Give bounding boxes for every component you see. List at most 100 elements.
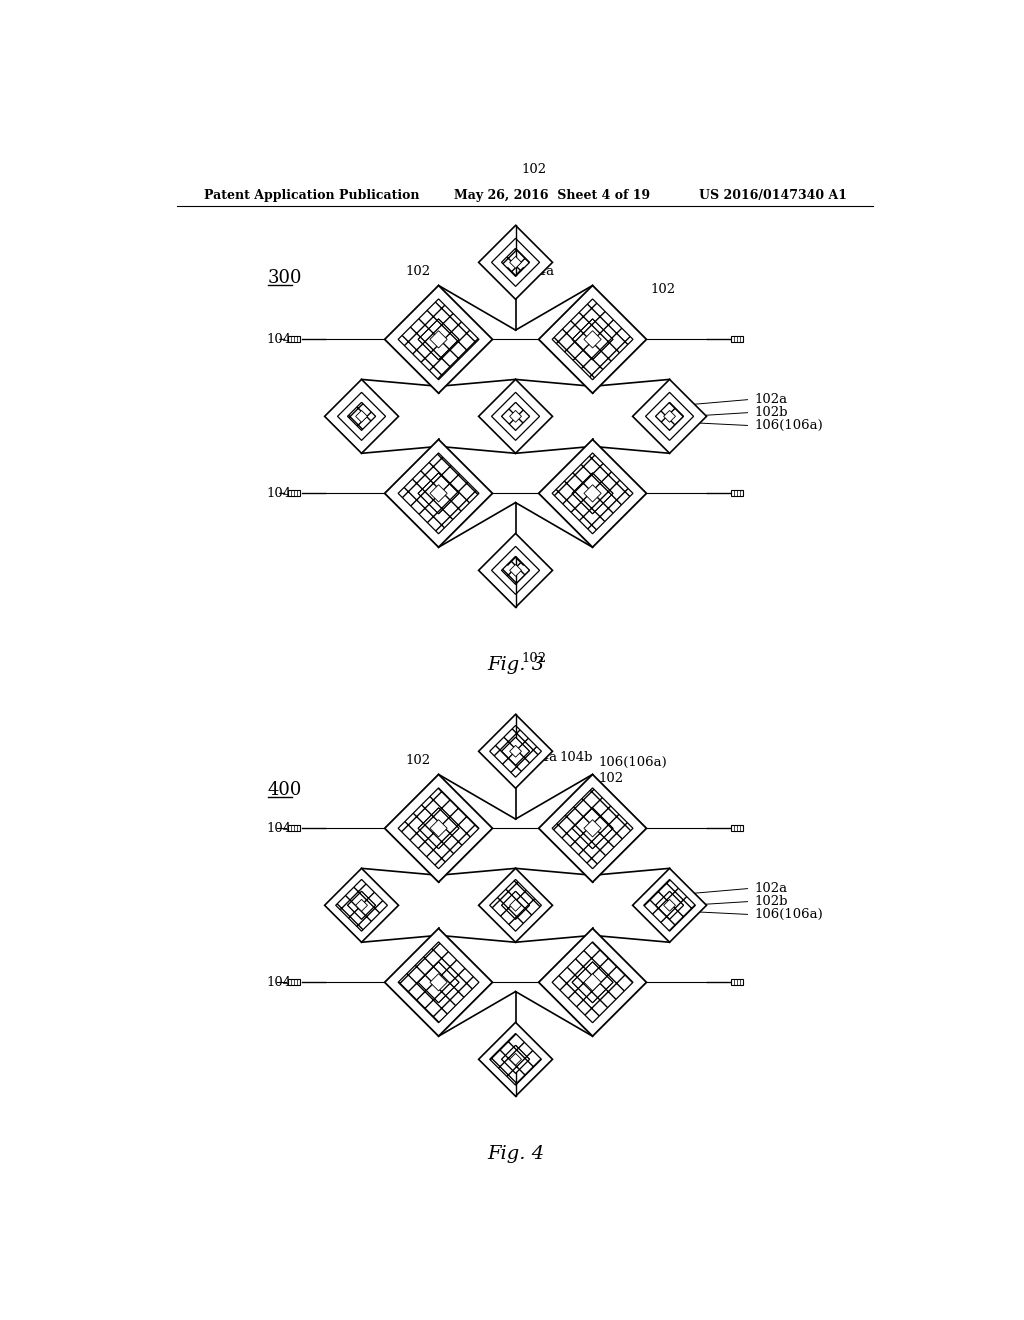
Text: 102: 102: [521, 652, 547, 665]
Polygon shape: [664, 411, 676, 422]
Polygon shape: [430, 974, 447, 991]
Polygon shape: [492, 392, 540, 441]
Polygon shape: [347, 403, 376, 430]
Polygon shape: [385, 775, 493, 882]
Polygon shape: [478, 1022, 553, 1096]
Polygon shape: [572, 319, 613, 360]
Polygon shape: [489, 726, 542, 777]
Polygon shape: [502, 1045, 529, 1073]
Polygon shape: [539, 928, 646, 1036]
Polygon shape: [502, 738, 529, 766]
Polygon shape: [572, 808, 613, 849]
Polygon shape: [430, 331, 447, 348]
Polygon shape: [478, 869, 553, 942]
Polygon shape: [385, 440, 493, 548]
Polygon shape: [572, 473, 613, 513]
Polygon shape: [584, 820, 601, 837]
Polygon shape: [633, 869, 707, 942]
Polygon shape: [664, 899, 676, 911]
Polygon shape: [347, 891, 376, 919]
Bar: [731, 490, 743, 496]
Bar: [288, 825, 300, 832]
Text: US 2016/0147340 A1: US 2016/0147340 A1: [698, 189, 847, 202]
Polygon shape: [385, 928, 493, 1036]
Polygon shape: [539, 775, 646, 882]
Polygon shape: [552, 298, 633, 380]
Polygon shape: [478, 714, 553, 788]
Text: 102b: 102b: [755, 895, 787, 908]
Text: Patent Application Publication: Patent Application Publication: [204, 189, 419, 202]
Text: 104: 104: [267, 822, 292, 834]
Polygon shape: [338, 392, 386, 441]
Bar: [731, 979, 743, 985]
Polygon shape: [552, 942, 633, 1023]
Polygon shape: [539, 440, 646, 548]
Polygon shape: [355, 411, 368, 422]
Bar: [288, 979, 300, 985]
Polygon shape: [502, 556, 529, 585]
Polygon shape: [655, 403, 684, 430]
Polygon shape: [492, 239, 540, 286]
Text: 104: 104: [267, 333, 292, 346]
Text: 102: 102: [598, 772, 623, 785]
Polygon shape: [478, 226, 553, 300]
Polygon shape: [539, 285, 646, 393]
Text: 102: 102: [521, 164, 547, 177]
Bar: [288, 337, 300, 342]
Polygon shape: [325, 379, 398, 453]
Text: 400: 400: [267, 781, 302, 799]
Polygon shape: [385, 285, 493, 393]
Text: May 26, 2016  Sheet 4 of 19: May 26, 2016 Sheet 4 of 19: [454, 189, 650, 202]
Polygon shape: [478, 379, 553, 453]
Polygon shape: [502, 403, 529, 430]
Text: 104b: 104b: [559, 751, 593, 764]
Polygon shape: [430, 484, 447, 502]
Text: 104a: 104a: [521, 265, 555, 279]
Polygon shape: [398, 788, 479, 869]
Polygon shape: [510, 256, 521, 268]
Bar: [731, 825, 743, 832]
Polygon shape: [552, 453, 633, 533]
Text: 104a: 104a: [524, 751, 558, 764]
Text: 106(106a): 106(106a): [598, 756, 667, 770]
Bar: [288, 490, 300, 496]
Text: 102: 102: [406, 265, 431, 279]
Polygon shape: [489, 879, 542, 931]
Polygon shape: [584, 331, 601, 348]
Text: 300: 300: [267, 269, 302, 286]
Polygon shape: [655, 891, 684, 919]
Polygon shape: [336, 879, 387, 931]
Polygon shape: [398, 453, 479, 533]
Polygon shape: [572, 962, 613, 1003]
Text: Fig. 4: Fig. 4: [487, 1144, 544, 1163]
Polygon shape: [502, 891, 529, 919]
Text: 102b: 102b: [755, 407, 787, 418]
Polygon shape: [478, 533, 553, 607]
Polygon shape: [398, 942, 479, 1023]
Polygon shape: [489, 1034, 542, 1085]
Polygon shape: [633, 379, 707, 453]
Polygon shape: [584, 484, 601, 502]
Polygon shape: [430, 820, 447, 837]
Text: 102: 102: [650, 282, 676, 296]
Polygon shape: [355, 899, 368, 911]
Polygon shape: [398, 298, 479, 380]
Polygon shape: [510, 411, 521, 422]
Polygon shape: [418, 962, 459, 1003]
Polygon shape: [418, 319, 459, 360]
Polygon shape: [510, 565, 521, 577]
Polygon shape: [644, 879, 695, 931]
Text: 104: 104: [267, 975, 292, 989]
Text: Fig. 3: Fig. 3: [487, 656, 544, 675]
Text: 102a: 102a: [755, 393, 787, 407]
Polygon shape: [325, 869, 398, 942]
Polygon shape: [510, 746, 521, 758]
Polygon shape: [645, 392, 693, 441]
Text: 106(106a): 106(106a): [755, 908, 823, 921]
Polygon shape: [552, 788, 633, 869]
Text: 102: 102: [406, 754, 431, 767]
Polygon shape: [418, 473, 459, 513]
Bar: [731, 337, 743, 342]
Polygon shape: [492, 546, 540, 594]
Text: 104: 104: [267, 487, 292, 500]
